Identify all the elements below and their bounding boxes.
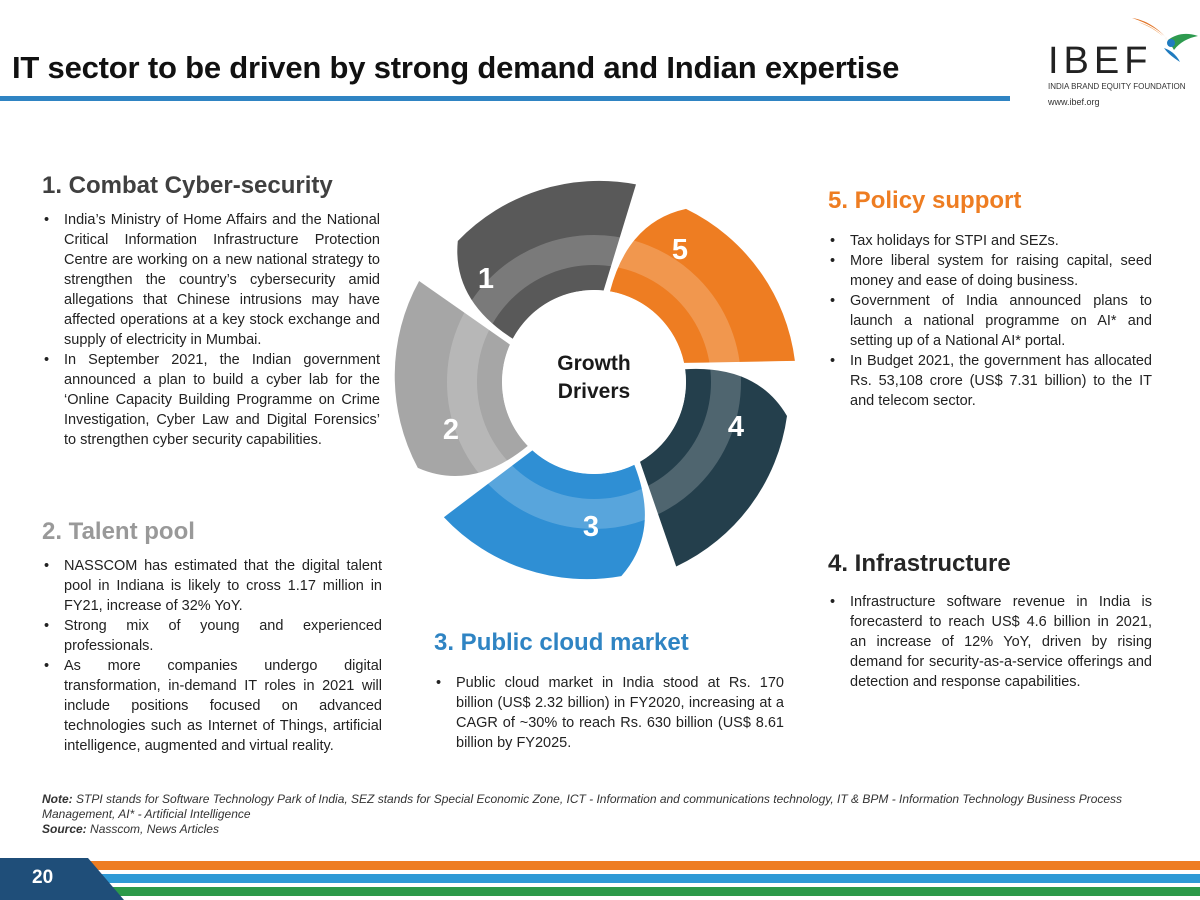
wheel-segment-3 bbox=[443, 450, 645, 580]
page-title: IT sector to be driven by strong demand … bbox=[12, 50, 900, 85]
wheel-segment-1 bbox=[457, 180, 636, 339]
logo-wordmark: IBEF bbox=[1048, 40, 1153, 82]
wheel-number-1: 1 bbox=[478, 263, 494, 295]
section-cyber-security: 1. Combat Cyber-security India’s Ministr… bbox=[42, 172, 380, 450]
bullet-item: Tax holidays for STPI and SEZs. bbox=[828, 231, 1152, 251]
section-heading: 5. Policy support bbox=[828, 187, 1022, 214]
bullet-list: Infrastructure software revenue in India… bbox=[828, 592, 1152, 692]
wheel-highlight-ring bbox=[447, 235, 741, 529]
source-text: Nasscom, News Articles bbox=[90, 822, 219, 836]
center-label-line1: Growth bbox=[557, 352, 631, 375]
title-underline bbox=[0, 96, 1010, 101]
bullet-item: As more companies undergo digital transf… bbox=[42, 656, 382, 756]
bullet-item: More liberal system for raising capital,… bbox=[828, 251, 1152, 291]
source-label: Source: bbox=[42, 822, 87, 836]
section-infrastructure: 4. Infrastructure Infrastructure softwar… bbox=[828, 550, 1152, 692]
section-talent-pool: 2. Talent pool NASSCOM has estimated tha… bbox=[42, 518, 382, 756]
footer-stripes bbox=[0, 858, 1200, 900]
center-label-line2: Drivers bbox=[558, 380, 630, 403]
logo-subtitle: INDIA BRAND EQUITY FOUNDATION bbox=[1048, 82, 1186, 91]
ibef-logo: IBEF INDIA BRAND EQUITY FOUNDATION www.i… bbox=[1040, 10, 1200, 120]
wheel-center bbox=[502, 290, 686, 474]
bullet-list: NASSCOM has estimated that the digital t… bbox=[42, 556, 382, 756]
note-label: Note: bbox=[42, 792, 73, 806]
wheel-segment-2 bbox=[394, 281, 528, 477]
bullet-item: Infrastructure software revenue in India… bbox=[828, 592, 1152, 692]
section-heading: 1. Combat Cyber-security bbox=[42, 172, 333, 199]
page-number-badge bbox=[0, 858, 124, 900]
wheel-segment-5 bbox=[610, 208, 795, 363]
bullet-list: Public cloud market in India stood at Rs… bbox=[434, 673, 784, 753]
bullet-list: India’s Ministry of Home Affairs and the… bbox=[42, 210, 380, 450]
wheel-number-2: 2 bbox=[443, 414, 459, 446]
logo-url: www.ibef.org bbox=[1048, 97, 1100, 107]
bird-icon bbox=[1132, 18, 1198, 62]
section-policy-support: 5. Policy support Tax holidays for STPI … bbox=[828, 187, 1152, 411]
bullet-item: NASSCOM has estimated that the digital t… bbox=[42, 556, 382, 616]
section-heading: 3. Public cloud market bbox=[434, 629, 689, 656]
page-number: 20 bbox=[32, 867, 54, 888]
wheel-number-4: 4 bbox=[728, 411, 744, 443]
bullet-item: In Budget 2021, the government has alloc… bbox=[828, 351, 1152, 411]
bullet-item: Government of India announced plans to l… bbox=[828, 291, 1152, 351]
section-heading: 2. Talent pool bbox=[42, 518, 195, 545]
bullet-item: India’s Ministry of Home Affairs and the… bbox=[42, 210, 380, 350]
bullet-item: Public cloud market in India stood at Rs… bbox=[434, 673, 784, 753]
growth-drivers-wheel: Growth Drivers 1 2 3 4 5 bbox=[394, 180, 795, 580]
wheel-segment-4 bbox=[640, 368, 787, 567]
note-text: STPI stands for Software Technology Park… bbox=[42, 792, 1123, 821]
bullet-list: Tax holidays for STPI and SEZs. More lib… bbox=[828, 231, 1152, 411]
section-heading: 4. Infrastructure bbox=[828, 550, 1011, 577]
wheel-number-5: 5 bbox=[672, 234, 688, 266]
footnote: Note: STPI stands for Software Technolog… bbox=[42, 792, 1162, 837]
bullet-item: Strong mix of young and experienced prof… bbox=[42, 616, 382, 656]
wheel-number-3: 3 bbox=[583, 511, 599, 543]
bullet-item: In September 2021, the Indian government… bbox=[42, 350, 380, 450]
section-public-cloud: 3. Public cloud market Public cloud mark… bbox=[434, 629, 784, 753]
